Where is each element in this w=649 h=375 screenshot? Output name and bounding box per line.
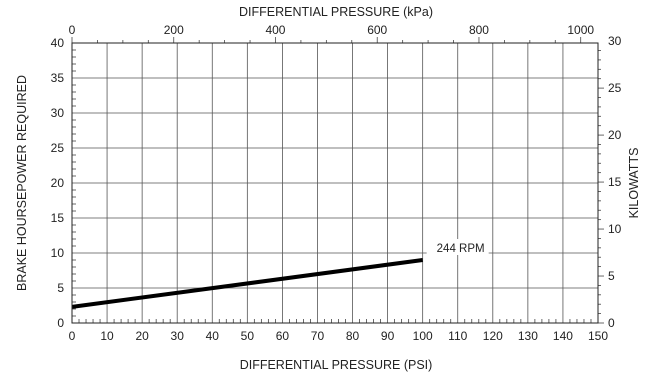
top-x-tick-label: 1000 [567,23,594,37]
series-line [71,258,423,309]
right-y-tick-label: 5 [608,269,615,283]
right-y-tick-label: 15 [608,175,622,189]
y-tick-label: 5 [57,281,64,295]
right-y-axis-title: KILOWATTS [627,148,641,219]
top-x-tick-label: 200 [164,23,184,37]
y-tick-label: 10 [51,246,65,260]
x-tick-label: 120 [483,329,503,343]
y-tick-label: 15 [51,211,65,225]
series-label: 244 RPM [437,243,485,255]
x-tick-label: 0 [69,329,76,343]
tick-labels: 0 10 20 30 40 50 60 70 80 90 100 110 120 130 140 150051… [51,23,622,343]
y-axis-title: BRAKE HOURSEPOWER REQUIRED [15,75,29,291]
top-x-tick-label: 600 [367,23,387,37]
y-tick-label: 30 [51,106,65,120]
x-tick-label: 130 [518,329,538,343]
x-tick-label: 50 [241,329,255,343]
plot-frame [71,42,599,324]
y-tick-label: 40 [51,36,65,50]
right-y-tick-label: 0 [608,316,615,330]
right-y-tick-label: 30 [608,34,622,48]
right-y-tick-label: 10 [608,222,622,236]
y-tick-label: 25 [51,141,65,155]
x-tick-label: 40 [206,329,220,343]
top-x-tick-label: 800 [469,23,489,37]
x-tick-label: 30 [171,329,185,343]
x-tick-label: 110 [448,329,467,343]
x-axis-title: DIFFERENTIAL PRESSURE (PSI) [240,358,433,372]
top-x-axis-title: DIFFERENTIAL PRESSURE (kPa) [239,5,433,19]
x-tick-label: 10 [100,329,114,343]
series: 244 RPM [71,239,489,309]
top-x-tick-label: 400 [265,23,285,37]
right-y-tick-label: 20 [608,128,622,142]
y-tick-label: 0 [57,316,64,330]
x-tick-label: 80 [346,329,360,343]
grid [71,37,604,324]
x-tick-label: 140 [553,329,573,343]
y-tick-label: 20 [51,176,65,190]
x-tick-label: 90 [381,329,395,343]
x-tick-label: 150 [588,329,608,343]
x-tick-label: 20 [135,329,149,343]
x-tick-label: 70 [311,329,325,343]
series-label-background [426,239,489,255]
y-tick-label: 35 [51,71,65,85]
top-x-tick-label: 0 [69,23,76,37]
right-y-tick-label: 25 [608,81,622,95]
x-tick-label: 100 [413,329,433,343]
x-tick-label: 60 [276,329,290,343]
